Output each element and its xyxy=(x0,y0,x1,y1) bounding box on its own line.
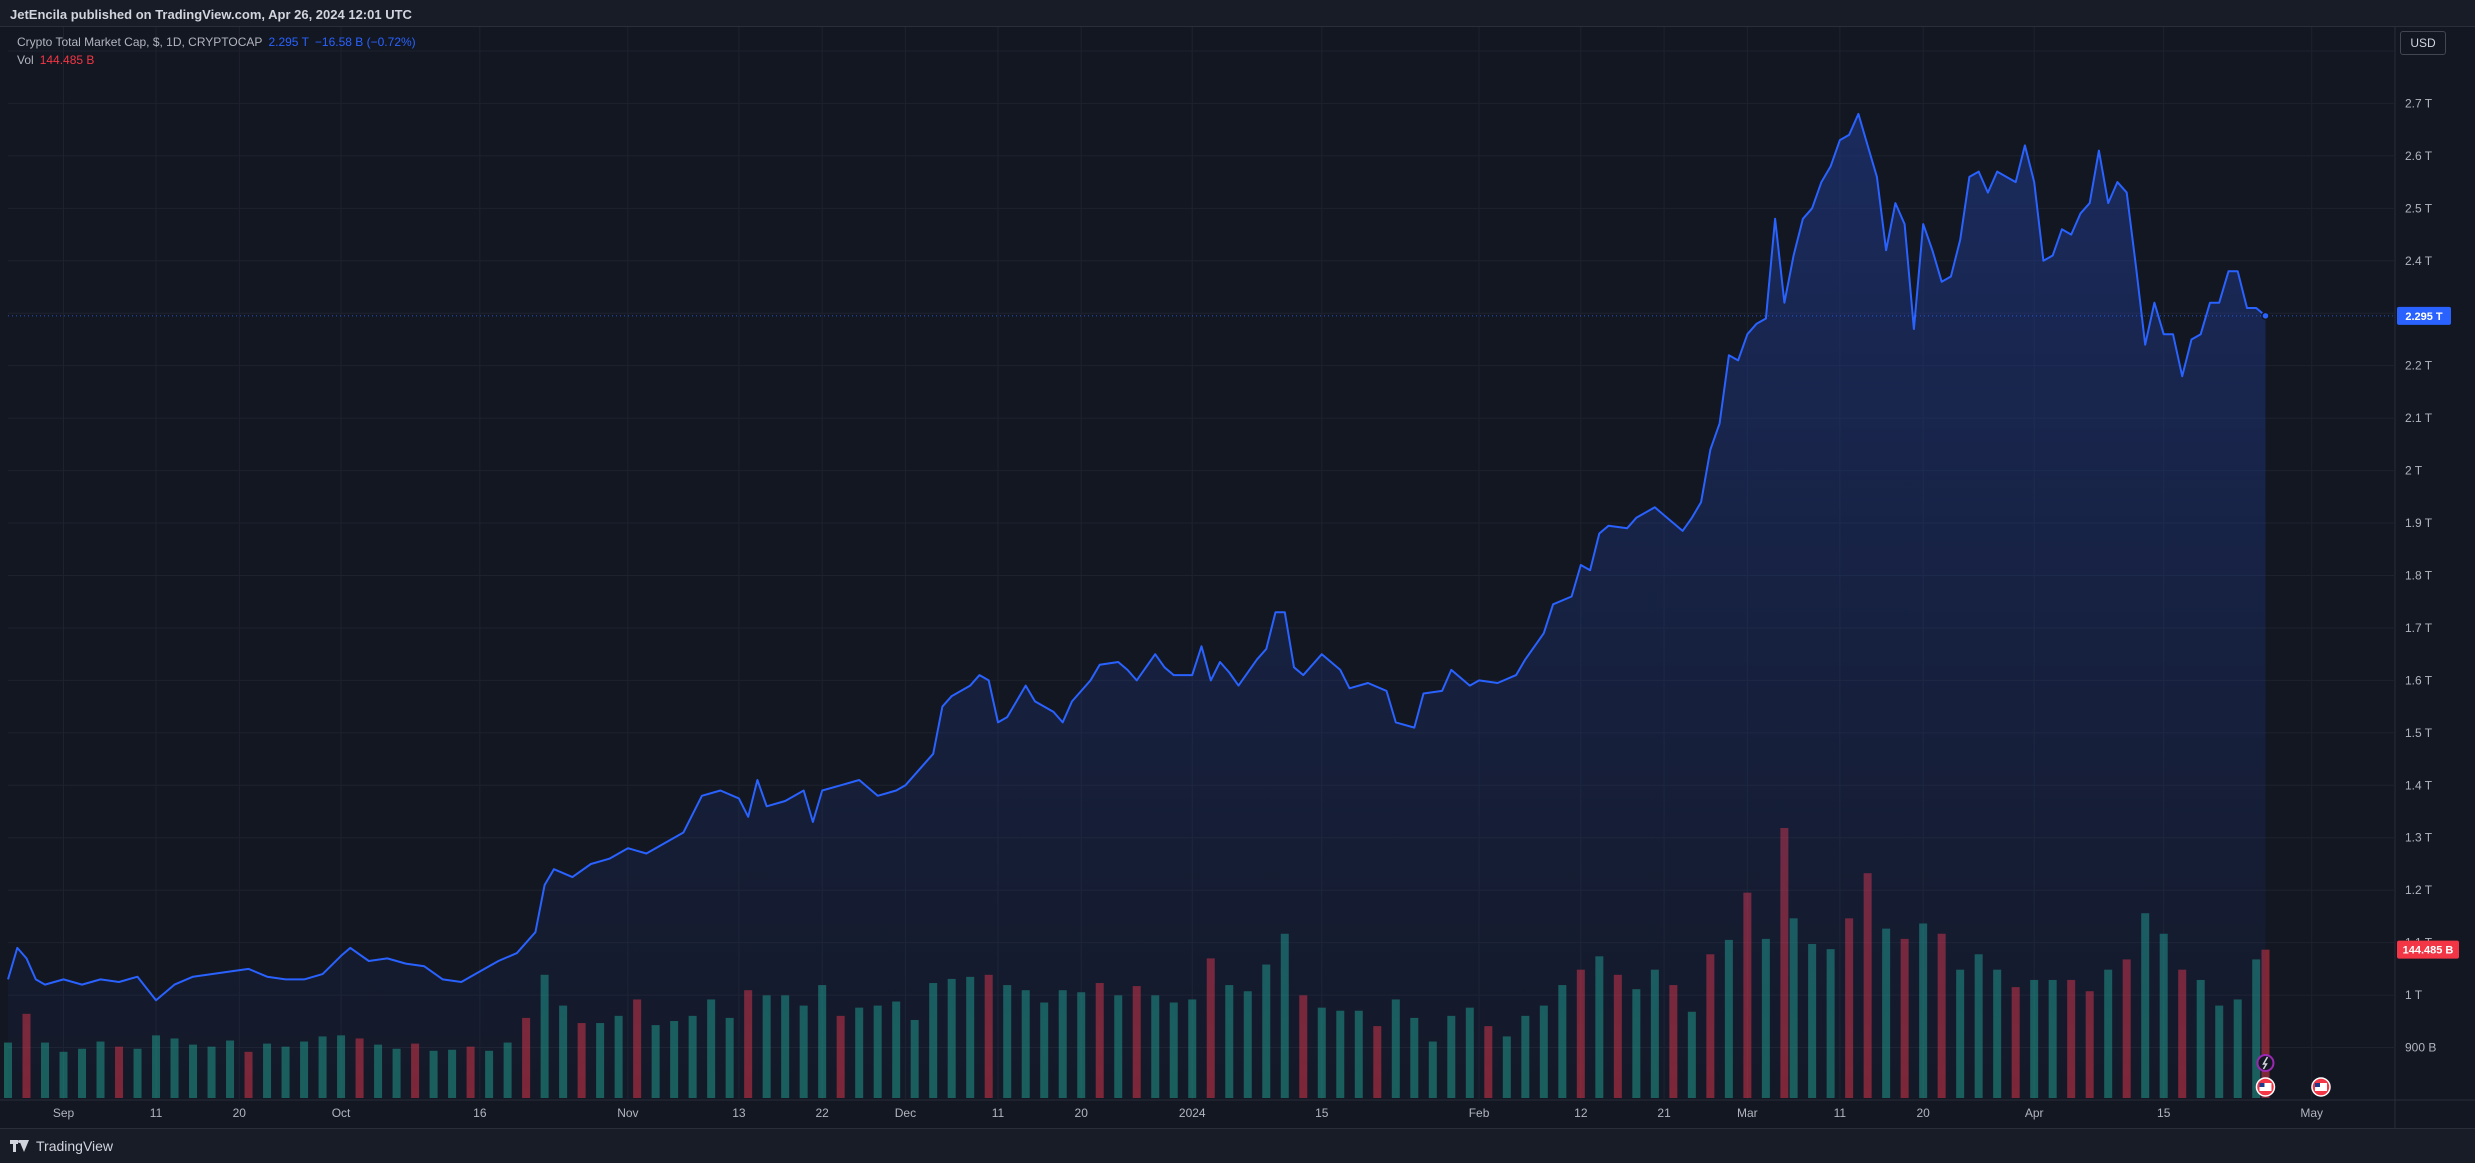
top-bar: JetEncila published on TradingView.com, … xyxy=(0,0,2475,27)
x-tick-label: 22 xyxy=(815,1106,829,1120)
event-marker-bolt-icon xyxy=(2256,1054,2275,1072)
x-tick-label: 2024 xyxy=(1179,1106,1206,1120)
price-area-fill xyxy=(8,113,2266,1098)
tradingview-logo-icon xyxy=(10,1140,30,1152)
legend-change: −16.58 B (−0.72%) xyxy=(314,35,416,49)
y-tick-label: 1 T xyxy=(2405,988,2423,1002)
x-tick-label: 20 xyxy=(1916,1106,1930,1120)
legend-title: Crypto Total Market Cap, $, 1D, CRYPTOCA… xyxy=(17,35,263,49)
flag-icon xyxy=(2259,1083,2272,1091)
legend-volume-row: Vol 144.485 B xyxy=(17,51,416,69)
y-tick-label: 2.4 T xyxy=(2405,254,2433,268)
x-tick-label: 15 xyxy=(2157,1106,2171,1120)
y-tick-label: 1.9 T xyxy=(2405,516,2433,530)
y-tick-label: 900 B xyxy=(2405,1041,2436,1055)
flag-icon-canton xyxy=(2259,1083,2265,1087)
event-markers xyxy=(2255,1054,2331,1097)
x-tick-label: 20 xyxy=(1075,1106,1089,1120)
currency-button[interactable]: USD xyxy=(2400,31,2446,55)
legend-volume-value: 144.485 B xyxy=(39,53,95,67)
y-tick-label: 2.1 T xyxy=(2405,411,2433,425)
published-by-line: JetEncila published on TradingView.com, … xyxy=(10,7,412,22)
x-tick-label: 21 xyxy=(1657,1106,1671,1120)
y-tick-label: 1.2 T xyxy=(2405,883,2433,897)
last-price-point xyxy=(2261,311,2270,321)
tradingview-logo[interactable]: TradingView xyxy=(10,1138,113,1154)
tradingview-brand: TradingView xyxy=(36,1138,114,1154)
legend-volume-label: Vol xyxy=(17,53,34,67)
x-tick-label: Dec xyxy=(895,1106,916,1120)
x-tick-label: Nov xyxy=(617,1106,638,1120)
y-tick-label: 1.8 T xyxy=(2405,568,2433,582)
last-volume-label: 144.485 B xyxy=(2403,945,2454,957)
x-tick-label: 11 xyxy=(1834,1106,1847,1120)
x-tick-label: 20 xyxy=(233,1106,247,1120)
price-axis: 900 B1 T1.1 T1.2 T1.3 T1.4 T1.5 T1.6 T1.… xyxy=(2397,44,2459,1055)
x-tick-label: 16 xyxy=(473,1106,487,1120)
x-tick-label: 13 xyxy=(732,1106,746,1120)
x-tick-label: 15 xyxy=(1315,1106,1329,1120)
bottom-bar: TradingView xyxy=(0,1128,2475,1163)
x-tick-label: Apr xyxy=(2025,1106,2044,1120)
price-area xyxy=(7,112,2395,1098)
legend-series-row: Crypto Total Market Cap, $, 1D, CRYPTOCA… xyxy=(17,33,416,51)
y-tick-label: 1.6 T xyxy=(2405,673,2433,687)
last-price-badge xyxy=(2397,306,2451,325)
y-tick-label: 1.3 T xyxy=(2405,831,2433,845)
x-tick-label: 12 xyxy=(1574,1106,1588,1120)
x-tick-label: Oct xyxy=(332,1106,351,1120)
y-tick-label: 2.7 T xyxy=(2405,96,2433,110)
y-tick-label: 1.5 T xyxy=(2405,726,2433,740)
legend-last-value: 2.295 T xyxy=(268,35,309,49)
chart-legend: Crypto Total Market Cap, $, 1D, CRYPTOCA… xyxy=(17,33,416,69)
time-axis: Sep 11 20 Oct 16 Nov 13 22 Dec 11 20 2024 15 Feb 12 21 M… xyxy=(53,1106,2323,1120)
bolt-icon xyxy=(2262,1056,2269,1070)
y-tick-label: 2.5 T xyxy=(2405,201,2433,215)
x-tick-label: Sep xyxy=(53,1106,75,1120)
x-tick-label: May xyxy=(2300,1106,2323,1120)
price-line xyxy=(7,112,2267,1002)
x-tick-label: 11 xyxy=(150,1106,163,1120)
x-tick-label: Mar xyxy=(1737,1106,1758,1120)
y-tick-label: 1.4 T xyxy=(2405,778,2433,792)
y-tick-label: 1.7 T xyxy=(2405,621,2433,635)
flag-icon-canton xyxy=(2314,1083,2320,1087)
last-volume-badge xyxy=(2397,940,2459,959)
y-tick-label: 2.6 T xyxy=(2405,149,2433,163)
x-tick-label: Feb xyxy=(1469,1106,1490,1120)
last-price-label: 2.295 T xyxy=(2405,311,2443,323)
y-tick-label: 2 T xyxy=(2405,464,2423,478)
x-tick-label: 11 xyxy=(992,1106,1005,1120)
y-tick-label: 2.2 T xyxy=(2405,359,2433,373)
flag-icon xyxy=(2314,1083,2327,1091)
